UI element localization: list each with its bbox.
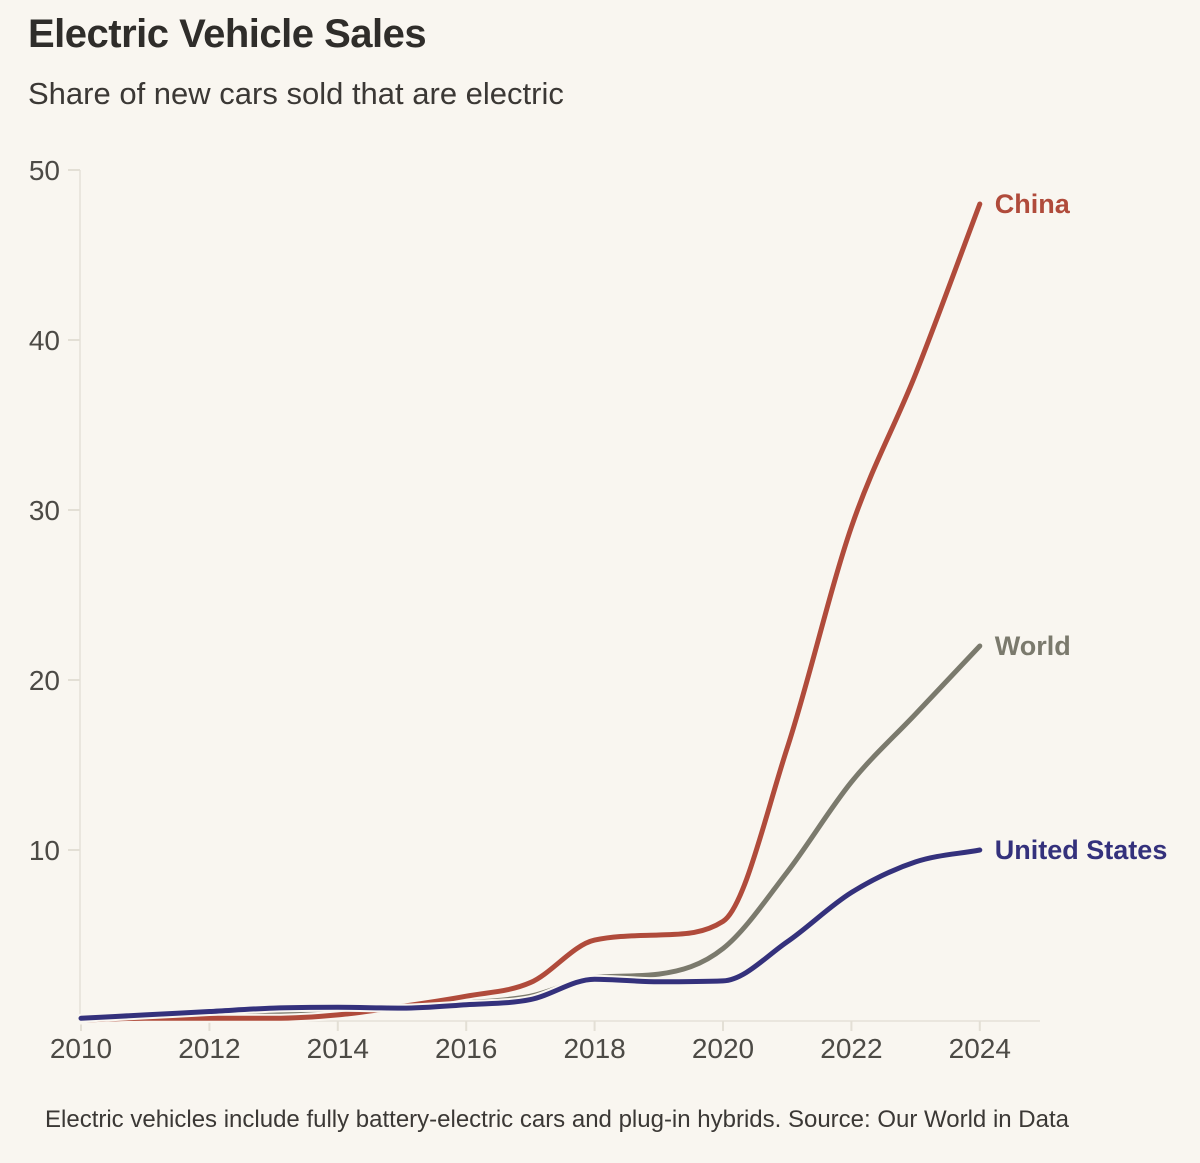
series-line-china <box>78 201 983 1023</box>
x-axis-tick-label: 2020 <box>692 1033 754 1064</box>
series-label-united-states: United States <box>995 835 1168 865</box>
series-line-world <box>78 643 983 1023</box>
x-axis-tick-label: 2022 <box>820 1033 882 1064</box>
y-axis-tick-label: 10 <box>29 835 60 866</box>
x-axis-tick-label: 2012 <box>178 1033 240 1064</box>
chart-subtitle: Share of new cars sold that are electric <box>28 76 564 111</box>
x-axis-tick-label: 2018 <box>563 1033 625 1064</box>
source-note: Electric vehicles include fully battery-… <box>45 1106 1069 1133</box>
ev-sales-line-chart: 10 20 30 40 50 2010 2012 2014 2016 2018 2020 2022 20… <box>29 155 1168 1064</box>
series-label-world: World <box>995 631 1071 661</box>
x-axis-tick-label: 2010 <box>50 1033 112 1064</box>
x-axis-tick-label: 2014 <box>307 1033 369 1064</box>
series-halo-world <box>76 641 985 1025</box>
y-axis-tick-label: 30 <box>29 495 60 526</box>
series-line-united-states <box>78 847 983 1021</box>
chart-title: Electric Vehicle Sales <box>28 12 427 56</box>
y-axis-tick-label: 20 <box>29 665 60 696</box>
y-axis-tick-label: 50 <box>29 155 60 186</box>
series-label-china: China <box>995 189 1071 219</box>
x-axis-tick-label: 2016 <box>435 1033 497 1064</box>
x-axis-tick-label: 2024 <box>949 1033 1011 1064</box>
y-axis-tick-label: 40 <box>29 325 60 356</box>
